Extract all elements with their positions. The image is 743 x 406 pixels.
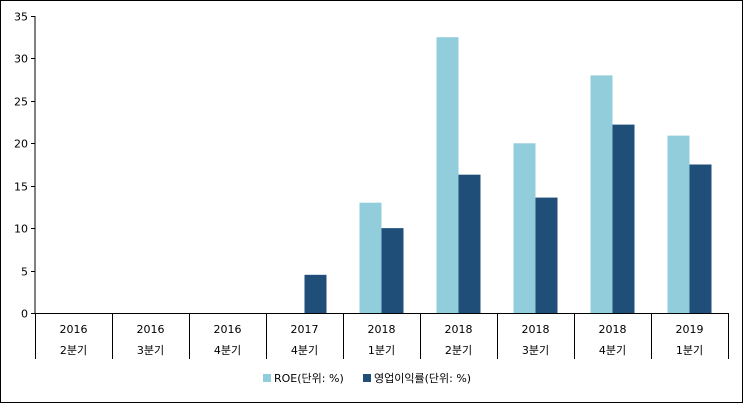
x-tick-label-quarter: 4분기 [214, 344, 241, 357]
y-tick-label: 20 [14, 138, 28, 151]
x-tick-label-year: 2016 [137, 323, 165, 336]
x-tick-label-year: 2018 [599, 323, 627, 336]
bar-series-1 [436, 37, 459, 313]
legend-swatch [363, 374, 371, 382]
x-tick-label-quarter: 3분기 [137, 344, 164, 357]
y-axis: 0 5 10 15 20 25 30 35 [14, 11, 36, 321]
x-tick-label-quarter: 1분기 [676, 344, 703, 357]
bar-series-1 [513, 143, 536, 313]
bar-series-2 [689, 164, 712, 313]
legend-swatch [263, 374, 271, 382]
legend-label: ROE(단위: %) [274, 372, 344, 385]
y-tick-label: 35 [14, 11, 28, 24]
y-tick-label: 15 [14, 181, 28, 194]
x-tick-label-year: 2019 [676, 323, 704, 336]
x-tick-label-quarter: 4분기 [291, 344, 318, 357]
bars [304, 37, 712, 314]
x-tick-label-quarter: 4분기 [599, 344, 626, 357]
y-tick-label: 30 [14, 53, 28, 66]
x-tick-label-quarter: 1분기 [368, 344, 395, 357]
x-tick-label-year: 2016 [60, 323, 88, 336]
bar-series-1 [667, 135, 690, 313]
y-tick-label: 10 [14, 223, 28, 236]
x-tick-label-quarter: 3분기 [522, 344, 549, 357]
legend-label: 영업이익률(단위: %) [374, 372, 471, 385]
bar-series-2 [458, 174, 481, 313]
y-tick-label: 5 [21, 266, 28, 279]
x-tick-label-year: 2018 [368, 323, 396, 336]
bar-series-2 [535, 197, 558, 313]
bar-series-2 [304, 274, 327, 313]
x-tick-label-year: 2018 [522, 323, 550, 336]
bar-series-2 [381, 228, 404, 313]
bar-series-1 [359, 202, 382, 313]
y-tick-label: 25 [14, 96, 28, 109]
x-axis: 2016 2분기 2016 3분기 2016 4분기 2017 4분기 2018 1분기 2018 2… [35, 313, 729, 359]
bar-series-2 [612, 124, 635, 313]
x-tick-label-quarter: 2분기 [60, 344, 87, 357]
y-tick-label: 0 [21, 308, 28, 321]
bar-series-1 [590, 75, 613, 314]
x-tick-label-year: 2016 [214, 323, 242, 336]
x-tick-label-year: 2018 [445, 323, 473, 336]
x-tick-label-year: 2017 [291, 323, 319, 336]
legend: ROE(단위: %) 영업이익률(단위: %) [263, 372, 471, 385]
x-tick-label-quarter: 2분기 [445, 344, 472, 357]
